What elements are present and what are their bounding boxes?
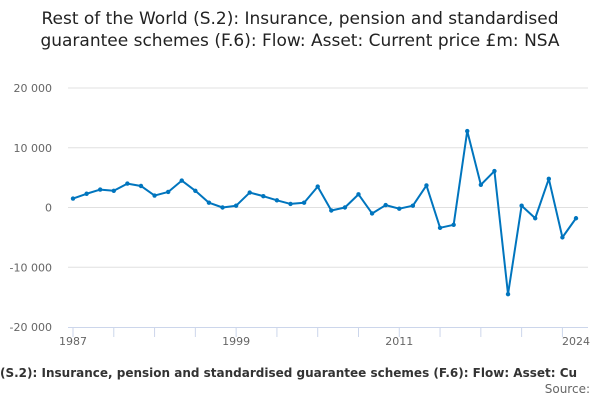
data-point [383, 202, 388, 208]
data-point [492, 168, 497, 174]
x-tick-label: 1999 [222, 335, 250, 348]
data-point [519, 203, 524, 208]
data-point [288, 201, 293, 207]
data-point [505, 291, 511, 297]
data-point [356, 192, 361, 197]
data-point [125, 181, 130, 186]
data-point [546, 176, 552, 182]
data-point [220, 205, 225, 210]
data-point [138, 183, 144, 189]
data-point [410, 203, 416, 208]
data-point [97, 187, 103, 192]
data-point [369, 211, 375, 216]
data-point [179, 178, 184, 183]
data-point [465, 128, 470, 134]
data-point [70, 196, 76, 201]
series-line [72, 130, 577, 296]
y-tick-label: -10 000 [10, 261, 52, 274]
data-point [165, 189, 171, 195]
data-point [397, 206, 402, 211]
x-tick-label: 2024 [562, 335, 590, 348]
x-tick-label: 2011 [385, 335, 413, 348]
data-point [560, 235, 565, 240]
data-point [111, 188, 116, 193]
data-point [193, 188, 198, 193]
data-point [301, 200, 307, 205]
data-point [84, 191, 89, 196]
data-point [437, 225, 443, 231]
data-point [533, 216, 538, 221]
data-point [233, 203, 239, 208]
y-tick-label: 0 [45, 202, 52, 215]
x-tick-label: 1987 [59, 335, 87, 348]
data-point [315, 184, 320, 189]
data-point [247, 190, 252, 195]
y-tick-label: 20 000 [14, 82, 53, 95]
data-point [206, 200, 212, 205]
data-point [329, 208, 334, 213]
chart-title: Rest of the World (S.2): Insurance, pens… [40, 9, 560, 51]
data-point [261, 193, 266, 199]
data-point [424, 183, 429, 188]
data-point [342, 205, 348, 210]
data-point [478, 182, 484, 187]
data-point [274, 198, 280, 203]
source-label: Source: [544, 382, 590, 396]
data-point [451, 222, 456, 228]
data-point [152, 193, 157, 198]
y-tick-label: -20 000 [10, 321, 52, 334]
y-tick-label: 10 000 [14, 142, 53, 155]
data-point [573, 216, 579, 221]
footer-description: (S.2): Insurance, pension and standardis… [0, 366, 578, 380]
